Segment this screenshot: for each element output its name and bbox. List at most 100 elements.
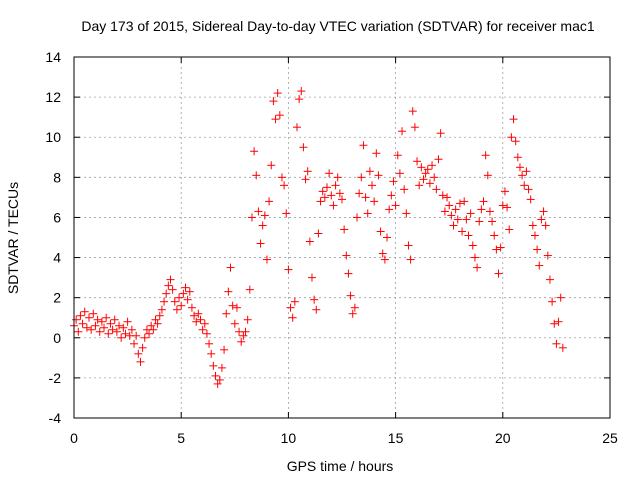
data-point xyxy=(87,325,96,334)
data-point xyxy=(138,343,147,352)
data-point xyxy=(153,319,162,328)
data-point xyxy=(273,89,282,98)
data-point xyxy=(209,361,218,370)
data-point xyxy=(350,303,359,312)
data-point xyxy=(325,169,334,178)
data-point xyxy=(162,289,171,298)
data-point xyxy=(423,165,432,174)
data-point xyxy=(515,163,524,172)
data-point xyxy=(187,303,196,312)
data-point xyxy=(383,233,392,242)
data-point xyxy=(455,199,464,208)
data-point xyxy=(376,227,385,236)
data-point xyxy=(421,169,430,178)
axis-ticks xyxy=(73,56,611,419)
data-point xyxy=(164,281,173,290)
data-point xyxy=(106,319,115,328)
data-point xyxy=(205,339,214,348)
data-point xyxy=(344,269,353,278)
data-point xyxy=(338,195,346,204)
data-point xyxy=(438,191,447,200)
data-point xyxy=(166,275,175,284)
data-point xyxy=(430,173,439,182)
y-tick-label: 8 xyxy=(53,169,61,185)
data-point xyxy=(119,323,128,332)
data-point xyxy=(132,331,141,340)
data-points xyxy=(70,87,567,388)
data-point xyxy=(509,115,518,124)
data-point xyxy=(436,129,445,138)
data-point xyxy=(211,371,220,380)
chart-title: Day 173 of 2015, Sidereal Day-to-day VTE… xyxy=(81,18,594,34)
data-point xyxy=(475,217,484,226)
data-point xyxy=(400,185,409,194)
data-point xyxy=(470,253,479,262)
data-point xyxy=(82,323,91,332)
data-point xyxy=(550,319,559,328)
data-point xyxy=(507,133,516,142)
data-point xyxy=(333,173,342,182)
data-point xyxy=(526,195,535,204)
data-point xyxy=(297,87,306,96)
data-point xyxy=(104,329,113,338)
data-point xyxy=(112,327,121,336)
data-point xyxy=(198,325,207,334)
x-axis-label: GPS time / hours xyxy=(287,458,394,474)
data-point xyxy=(307,273,316,282)
data-point xyxy=(391,201,400,210)
data-point xyxy=(213,379,222,388)
data-point xyxy=(245,285,254,294)
data-point xyxy=(524,185,533,194)
data-point xyxy=(115,321,124,330)
data-point xyxy=(100,323,109,332)
data-point xyxy=(479,197,488,206)
data-point xyxy=(168,285,177,294)
data-point xyxy=(207,349,216,358)
data-point xyxy=(301,175,310,184)
data-point xyxy=(183,295,192,304)
data-point xyxy=(539,207,548,216)
data-point xyxy=(363,209,372,218)
y-tick-label: -2 xyxy=(49,370,62,386)
data-point xyxy=(365,167,374,176)
data-point xyxy=(447,211,456,220)
data-point xyxy=(485,207,494,216)
data-point xyxy=(545,275,554,284)
data-point xyxy=(346,291,355,300)
data-point xyxy=(202,329,211,338)
y-tick-label: 4 xyxy=(53,250,61,266)
grid-lines xyxy=(74,57,610,418)
data-point xyxy=(217,363,226,372)
data-point xyxy=(368,181,377,190)
data-point xyxy=(468,241,477,250)
data-point xyxy=(175,293,184,302)
data-point xyxy=(335,189,344,198)
y-tick-label: 6 xyxy=(53,209,61,225)
data-point xyxy=(389,177,398,186)
data-point xyxy=(220,345,229,354)
data-point xyxy=(359,141,368,150)
data-point xyxy=(419,175,428,184)
data-point xyxy=(458,227,467,236)
data-point xyxy=(258,221,267,230)
data-point xyxy=(511,137,520,146)
data-point xyxy=(434,155,443,164)
data-point xyxy=(222,309,231,318)
data-point xyxy=(445,201,454,210)
data-point xyxy=(123,317,132,326)
data-point xyxy=(402,209,411,218)
data-point xyxy=(393,151,402,160)
data-point xyxy=(275,111,284,120)
data-point xyxy=(72,315,81,324)
data-point xyxy=(548,297,557,306)
data-point xyxy=(147,321,156,330)
data-point xyxy=(556,293,565,302)
data-point xyxy=(410,123,419,132)
data-point xyxy=(215,375,224,384)
data-point xyxy=(282,209,291,218)
data-point xyxy=(451,205,460,214)
data-point xyxy=(535,261,544,270)
data-point xyxy=(413,157,422,166)
data-point xyxy=(428,161,437,170)
